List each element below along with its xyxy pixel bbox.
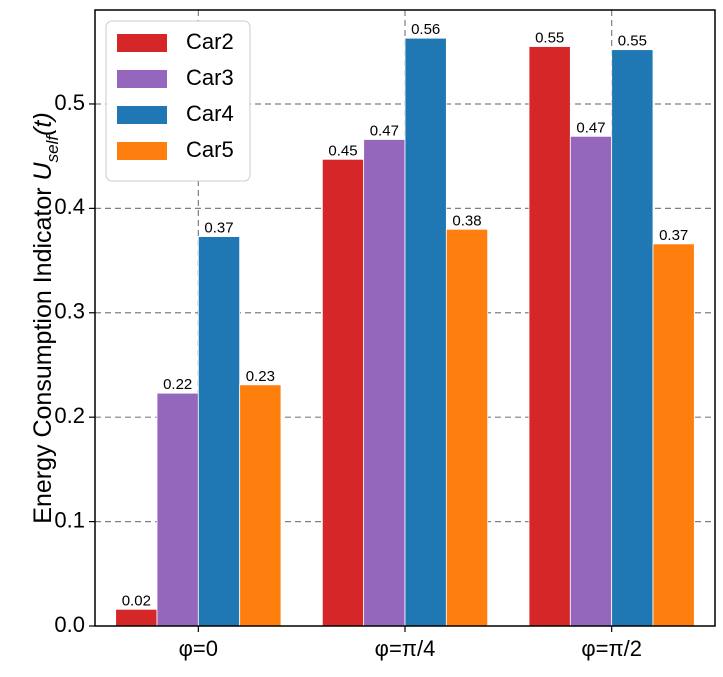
legend-label-car5: Car5 — [186, 137, 234, 162]
y-tick-label: 0.2 — [54, 403, 85, 428]
data-label: 0.45 — [328, 142, 357, 159]
bar-car3 — [569, 135, 613, 627]
bar-car5 — [239, 384, 282, 627]
bar-car5 — [652, 243, 695, 627]
y-axis-title-suffix: (t) — [29, 112, 57, 136]
x-tick-label: φ=0 — [179, 636, 218, 661]
bars-layer — [115, 37, 695, 627]
x-tick-label: φ=π/2 — [581, 636, 642, 661]
data-label: 0.38 — [452, 212, 481, 229]
axes-layer: 0.0 0.1 0.2 0.3 0.4 0.5 φ=0 φ=π/4 φ=π/2 — [54, 90, 642, 661]
bar-car4 — [197, 236, 241, 627]
bar-car2 — [528, 46, 571, 627]
legend-box — [105, 20, 251, 182]
legend-swatch-car3 — [117, 70, 167, 88]
data-label: 0.55 — [618, 33, 647, 50]
bar-car4 — [611, 49, 654, 627]
y-tick-label: 0.0 — [54, 612, 85, 637]
data-label: 0.47 — [370, 122, 399, 139]
bar-car3 — [363, 139, 406, 627]
legend: Car2 Car3 Car4 Car5 — [105, 20, 251, 182]
data-labels-layer: 0.02 0.45 0.55 0.22 0.47 0.47 0.37 0.56 0.55 0.23… — [122, 21, 689, 609]
y-axis-title-text: Energy Consumption Indicator — [29, 180, 57, 523]
y-axis-title: Energy Consumption Indicator Uself(t) — [29, 112, 62, 523]
data-label: 0.22 — [163, 376, 192, 393]
y-tick-label: 0.3 — [54, 299, 85, 324]
y-axis-title-symbol: U — [29, 161, 57, 180]
x-tick-label: φ=π/4 — [375, 636, 436, 661]
legend-label-car3: Car3 — [186, 65, 234, 90]
data-label: 0.47 — [576, 119, 605, 136]
bar-car3 — [156, 392, 199, 627]
legend-label-car2: Car2 — [186, 29, 234, 54]
bar-car5 — [445, 228, 489, 627]
legend-label-car4: Car4 — [186, 101, 234, 126]
y-tick-label: 0.4 — [54, 194, 85, 219]
legend-swatch-car5 — [117, 142, 167, 160]
data-label: 0.56 — [411, 21, 440, 38]
data-label: 0.02 — [122, 592, 151, 609]
legend-swatch-car2 — [117, 34, 167, 52]
bar-car2 — [115, 608, 158, 627]
data-label: 0.37 — [204, 220, 233, 237]
data-label: 0.23 — [246, 368, 275, 385]
y-tick-label: 0.5 — [54, 90, 85, 115]
data-label: 0.37 — [659, 227, 688, 244]
data-label: 0.55 — [535, 30, 564, 47]
y-axis-title-subscript: self — [43, 134, 62, 163]
y-tick-label: 0.1 — [54, 507, 85, 532]
bar-car4 — [404, 37, 447, 627]
legend-swatch-car4 — [117, 106, 167, 124]
bar-car2 — [321, 158, 365, 627]
